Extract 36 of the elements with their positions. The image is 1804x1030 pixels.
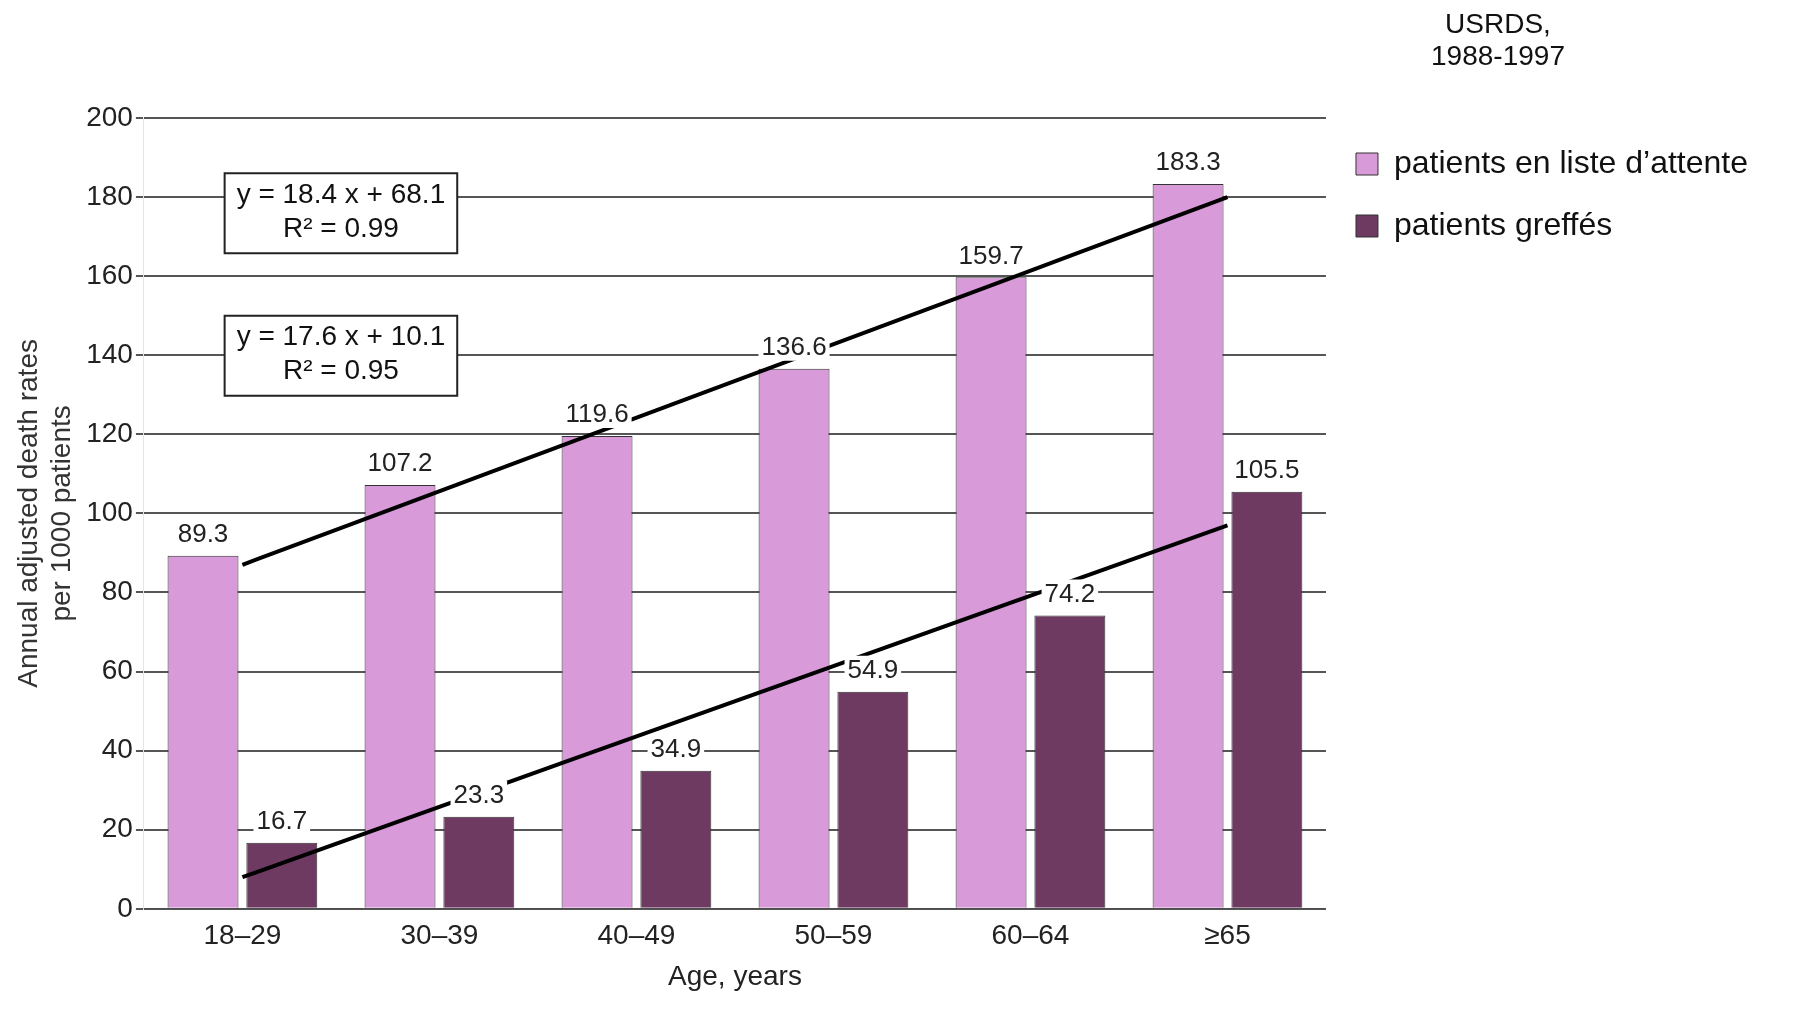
y-tick-label: 0 bbox=[117, 891, 133, 923]
y-tick-label: 180 bbox=[86, 179, 133, 211]
data-label: 136.6 bbox=[761, 330, 827, 361]
y-tick-label: 60 bbox=[101, 654, 133, 686]
data-label: 34.9 bbox=[650, 732, 702, 763]
data-label: 119.6 bbox=[565, 398, 629, 429]
y-tick-label: 200 bbox=[86, 100, 133, 132]
data-label: 107.2 bbox=[367, 447, 433, 478]
x-tick-label: 60–64 bbox=[991, 919, 1070, 951]
annotation: y = 18.4 x + 68.1 R² = 0.99 bbox=[236, 178, 446, 244]
data-label: 74.2 bbox=[1044, 577, 1096, 608]
x-tick-label: 40–49 bbox=[597, 919, 676, 951]
legend-label: patients greffés bbox=[1393, 205, 1613, 242]
x-axis-title: Age, years bbox=[668, 959, 802, 991]
x-tick-label: 30–39 bbox=[400, 919, 479, 951]
annotation: y = 17.6 x + 10.1 R² = 0.95 bbox=[236, 320, 446, 386]
y-tick-label: 160 bbox=[86, 258, 133, 290]
y-tick-label: 120 bbox=[86, 417, 133, 449]
x-tick-label: 50–59 bbox=[794, 919, 873, 951]
y-tick-label: 20 bbox=[101, 812, 133, 844]
text: USRDS, 1988-1997 bbox=[1430, 8, 1566, 72]
data-label: 159.7 bbox=[958, 239, 1024, 270]
data-label: 183.3 bbox=[1155, 146, 1221, 177]
data-label: 23.3 bbox=[453, 778, 505, 809]
y-tick-label: 80 bbox=[101, 575, 133, 607]
y-tick-label: 40 bbox=[101, 733, 133, 765]
x-tick-label: 18–29 bbox=[203, 919, 282, 951]
data-label: 54.9 bbox=[847, 653, 899, 684]
data-label: 16.7 bbox=[256, 804, 308, 835]
y-axis-title: Annual adjusted death rates per 1000 patients bbox=[11, 339, 77, 688]
data-label: 89.3 bbox=[177, 517, 229, 548]
data-label: 105.5 bbox=[1234, 453, 1300, 484]
legend-label: patients en liste d’attente bbox=[1393, 143, 1748, 180]
y-tick-label: 140 bbox=[86, 337, 133, 369]
x-tick-label: ≥65 bbox=[1204, 919, 1251, 951]
y-tick-label: 100 bbox=[86, 496, 133, 528]
